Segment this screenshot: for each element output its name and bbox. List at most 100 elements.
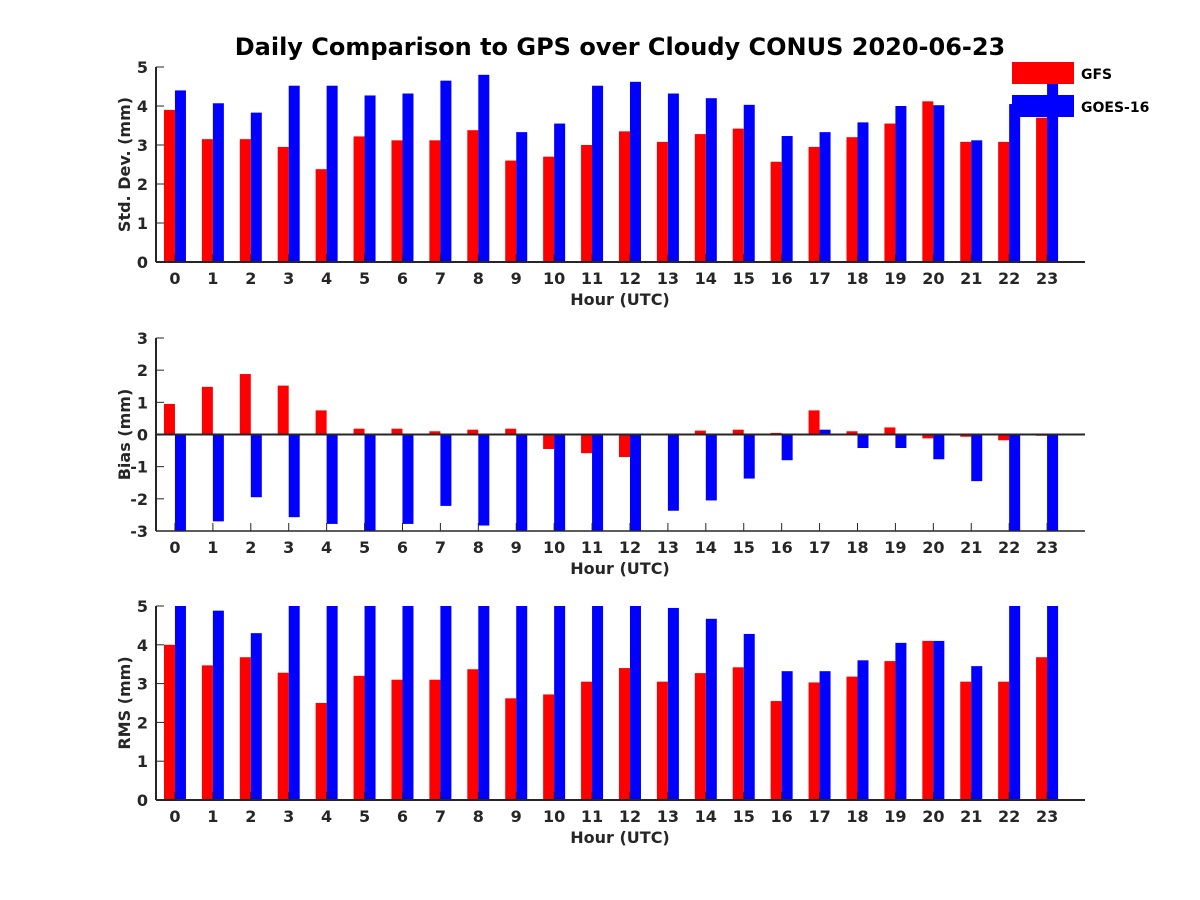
bar-goes16-panel2-hour-16: [781, 671, 793, 800]
x-tick-label: 17: [808, 269, 830, 288]
bar-goes16-panel2-hour-19: [895, 642, 907, 800]
bar-gfs-panel1-hour-19: [884, 427, 896, 435]
bar-goes16-panel0-hour-4: [326, 85, 338, 262]
x-tick-label: 21: [960, 269, 982, 288]
bar-gfs-panel1-hour-12: [618, 434, 630, 458]
bar-goes16-panel2-hour-14: [705, 618, 717, 800]
bar-goes16-panel1-hour-10: [554, 434, 566, 531]
legend-swatch-gfs: [1012, 62, 1074, 84]
bar-gfs-panel0-hour-17: [808, 146, 820, 262]
y-tick-label: 2: [137, 361, 148, 380]
bar-goes16-panel1-hour-8: [478, 434, 490, 526]
x-tick-label: 20: [922, 269, 944, 288]
bar-gfs-panel0-hour-9: [505, 160, 517, 262]
bar-gfs-panel0-hour-3: [277, 146, 289, 262]
x-tick-label: 0: [169, 269, 180, 288]
x-tick-label: 12: [619, 807, 641, 826]
bar-goes16-panel1-hour-13: [667, 434, 679, 511]
bar-gfs-panel0-hour-14: [694, 134, 706, 262]
y-axis-label: Bias (mm): [115, 389, 134, 481]
bar-goes16-panel2-hour-22: [1009, 606, 1021, 800]
x-tick-label: 7: [435, 269, 446, 288]
bar-goes16-panel1-hour-14: [705, 434, 717, 501]
bar-goes16-panel0-hour-5: [364, 95, 376, 262]
y-tick-label: 0: [137, 426, 148, 445]
x-tick-label: 9: [511, 269, 522, 288]
bar-goes16-panel0-hour-12: [629, 81, 641, 262]
bar-gfs-panel2-hour-17: [808, 682, 820, 800]
bar-gfs-panel1-hour-6: [391, 428, 403, 435]
bar-gfs-panel2-hour-23: [1036, 657, 1048, 800]
x-tick-label: 8: [473, 269, 484, 288]
bar-goes16-panel0-hour-1: [212, 103, 224, 263]
x-tick-label: 3: [283, 269, 294, 288]
bar-goes16-panel2-hour-23: [1047, 606, 1059, 800]
bar-gfs-panel2-hour-8: [467, 669, 479, 800]
y-tick-label: 1: [137, 752, 148, 771]
y-tick-label: 2: [137, 175, 148, 194]
bar-gfs-panel0-hour-15: [732, 128, 744, 262]
bar-gfs-panel2-hour-16: [770, 701, 782, 800]
bar-gfs-panel0-hour-16: [770, 161, 782, 262]
bar-goes16-panel2-hour-12: [629, 606, 641, 800]
bar-goes16-panel2-hour-7: [440, 606, 452, 800]
bar-gfs-panel1-hour-5: [353, 428, 365, 435]
x-tick-label: 8: [473, 807, 484, 826]
x-tick-label: 1: [207, 807, 218, 826]
x-tick-label: 23: [1036, 538, 1058, 557]
x-tick-label: 4: [321, 807, 332, 826]
bar-gfs-panel0-hour-4: [315, 169, 327, 262]
bar-goes16-panel1-hour-3: [288, 434, 300, 518]
bar-goes16-panel0-hour-22: [1009, 104, 1021, 262]
x-tick-label: 5: [359, 807, 370, 826]
bar-goes16-panel2-hour-18: [857, 660, 869, 800]
bar-goes16-panel1-hour-16: [781, 434, 793, 461]
x-tick-label: 11: [581, 538, 603, 557]
bar-gfs-panel0-hour-18: [846, 137, 858, 262]
bar-gfs-panel2-hour-0: [163, 644, 175, 800]
x-tick-label: 11: [581, 269, 603, 288]
bar-gfs-panel2-hour-12: [618, 668, 630, 800]
bar-gfs-panel2-hour-6: [391, 679, 403, 800]
bar-goes16-panel1-hour-17: [819, 429, 831, 435]
y-axis-label: Std. Dev. (mm): [115, 97, 134, 232]
bar-gfs-panel2-hour-4: [315, 703, 327, 800]
bar-gfs-panel1-hour-2: [239, 374, 251, 435]
bar-gfs-panel2-hour-15: [732, 667, 744, 800]
x-tick-label: 13: [657, 538, 679, 557]
bar-goes16-panel2-hour-9: [516, 606, 528, 800]
bar-gfs-panel0-hour-21: [960, 141, 972, 262]
x-tick-label: 23: [1036, 269, 1058, 288]
bar-gfs-panel1-hour-17: [808, 410, 820, 435]
bar-goes16-panel1-hour-6: [402, 434, 414, 524]
bar-goes16-panel0-hour-6: [402, 93, 414, 263]
bar-gfs-panel1-hour-7: [429, 431, 441, 435]
bar-gfs-panel0-hour-2: [239, 139, 251, 262]
bar-goes16-panel0-hour-15: [743, 104, 755, 262]
x-tick-label: 12: [619, 269, 641, 288]
x-tick-label: 18: [846, 807, 868, 826]
bar-gfs-panel0-hour-6: [391, 140, 403, 262]
x-tick-label: 10: [543, 807, 565, 826]
bar-goes16-panel1-hour-20: [933, 434, 945, 460]
y-tick-label: 0: [137, 791, 148, 810]
bar-gfs-panel2-hour-21: [960, 681, 972, 800]
bar-gfs-panel2-hour-14: [694, 673, 706, 800]
x-tick-label: 16: [771, 807, 793, 826]
bar-goes16-panel2-hour-15: [743, 633, 755, 800]
x-tick-label: 6: [397, 807, 408, 826]
bar-goes16-panel0-hour-10: [554, 123, 566, 262]
x-tick-label: 21: [960, 538, 982, 557]
bar-gfs-panel1-hour-8: [467, 429, 479, 435]
bar-goes16-panel0-hour-9: [516, 132, 528, 262]
bar-gfs-panel2-hour-2: [239, 657, 251, 800]
legend-label-gfs: GFS: [1081, 67, 1112, 83]
x-tick-label: 3: [283, 807, 294, 826]
bar-goes16-panel0-hour-7: [440, 80, 452, 263]
bar-goes16-panel0-hour-17: [819, 132, 831, 262]
bar-gfs-panel0-hour-23: [1036, 117, 1048, 262]
x-tick-label: 0: [169, 538, 180, 557]
bar-goes16-panel0-hour-0: [174, 90, 186, 263]
bar-goes16-panel2-hour-3: [288, 606, 300, 800]
